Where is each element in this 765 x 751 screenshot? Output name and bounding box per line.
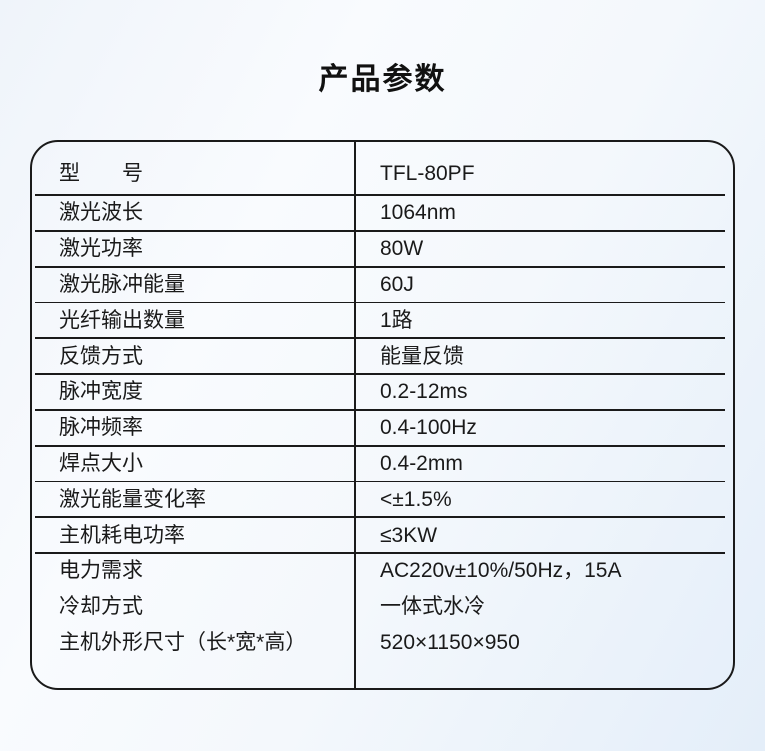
spec-value: 1064nm xyxy=(380,201,456,225)
spec-row-pulse-frequency: 脉冲频率 0.4-100Hz xyxy=(32,410,733,447)
spec-row-feedback: 反馈方式 能量反馈 xyxy=(32,338,733,375)
spec-row-spot-size: 焊点大小 0.4-2mm xyxy=(32,446,733,483)
spec-value: 0.4-100Hz xyxy=(380,416,477,440)
spec-value: 0.2-12ms xyxy=(380,380,468,404)
spec-label: 反馈方式 xyxy=(59,344,143,368)
spec-value: 60J xyxy=(380,272,414,296)
spec-label: 型 号 xyxy=(59,161,143,185)
spec-value: TFL-80PF xyxy=(380,161,475,185)
spec-label: 电力需求 xyxy=(59,559,143,583)
spec-row-power-consumption: 主机耗电功率 ≤3KW xyxy=(32,517,733,554)
spec-value: 一体式水冷 xyxy=(380,595,485,619)
spec-value: <±1.5% xyxy=(380,487,452,511)
spec-label: 主机耗电功率 xyxy=(59,523,185,547)
spec-value: 80W xyxy=(380,237,424,261)
spec-label: 激光波长 xyxy=(59,201,143,225)
spec-label: 冷却方式 xyxy=(59,595,143,619)
spec-row-wavelength: 激光波长 1064nm xyxy=(32,195,733,232)
spec-label: 激光能量变化率 xyxy=(59,487,206,511)
spec-row-fiber-outputs: 光纤输出数量 1路 xyxy=(32,302,733,339)
spec-label: 主机外形尺寸（长*宽*高） xyxy=(59,630,307,654)
spec-value: ≤3KW xyxy=(380,523,438,547)
spec-value: 0.4-2mm xyxy=(380,451,463,475)
spec-value: 520×1150×950 xyxy=(380,630,520,654)
spec-value: AC220v±10%/50Hz，15A xyxy=(380,559,622,583)
spec-row-power: 激光功率 80W xyxy=(32,231,733,268)
spec-row-cooling: 冷却方式 一体式水冷 xyxy=(32,589,733,625)
spec-row-pulse-width: 脉冲宽度 0.2-12ms xyxy=(32,374,733,411)
spec-row-dimensions: 主机外形尺寸（长*宽*高） 520×1150×950 xyxy=(32,625,733,661)
spec-row-pulse-energy: 激光脉冲能量 60J xyxy=(32,267,733,304)
spec-row-model: 型 号 TFL-80PF xyxy=(32,142,733,196)
spec-row-energy-variation: 激光能量变化率 <±1.5% xyxy=(32,481,733,518)
spec-value: 能量反馈 xyxy=(380,344,464,368)
page-title: 产品参数 xyxy=(318,63,447,96)
spec-label: 脉冲频率 xyxy=(59,416,143,440)
spec-label: 脉冲宽度 xyxy=(59,380,143,404)
column-divider xyxy=(354,142,356,688)
spec-label: 光纤输出数量 xyxy=(59,308,185,332)
spec-value: 1路 xyxy=(380,308,413,332)
spec-label: 激光脉冲能量 xyxy=(59,272,185,296)
spec-label: 焊点大小 xyxy=(59,451,143,475)
spec-label: 激光功率 xyxy=(59,237,143,261)
spec-table: 型 号 TFL-80PF 激光波长 1064nm 激光功率 80W 激光脉冲能量… xyxy=(30,140,735,690)
spec-row-power-requirement: 电力需求 AC220v±10%/50Hz，15A xyxy=(32,553,733,589)
